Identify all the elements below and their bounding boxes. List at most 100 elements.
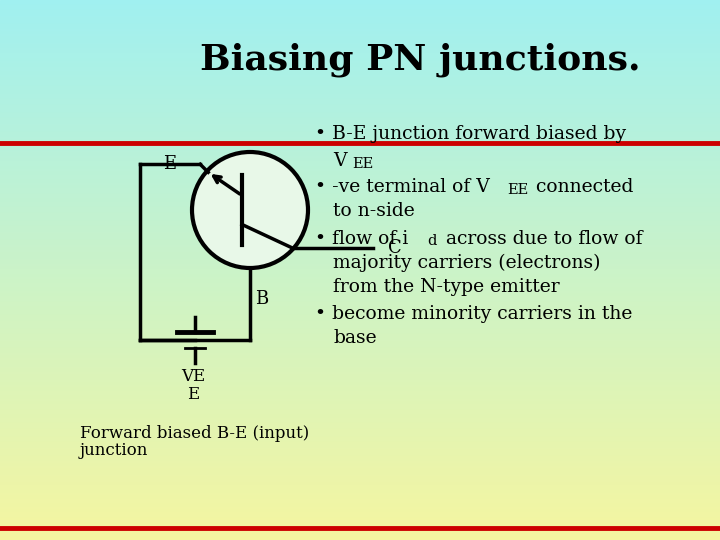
Bar xyxy=(0,176,720,178)
Text: EE: EE xyxy=(352,157,373,171)
Bar xyxy=(0,62,720,65)
Bar xyxy=(0,143,720,146)
Bar xyxy=(0,119,720,122)
Bar xyxy=(0,113,720,116)
Bar xyxy=(0,11,720,14)
Bar xyxy=(0,429,720,432)
Bar xyxy=(0,286,720,289)
Bar xyxy=(0,213,720,216)
Text: VE: VE xyxy=(181,368,205,385)
Text: from the N-type emitter: from the N-type emitter xyxy=(333,278,559,296)
Bar xyxy=(0,364,720,367)
Text: EE: EE xyxy=(507,183,528,197)
Bar xyxy=(0,167,720,170)
Bar xyxy=(0,270,720,273)
Bar xyxy=(0,108,720,111)
Text: V: V xyxy=(333,152,346,170)
Bar xyxy=(0,367,720,370)
Bar xyxy=(0,486,720,489)
Bar xyxy=(0,435,720,437)
Bar xyxy=(0,40,720,43)
Bar xyxy=(0,521,720,524)
Bar xyxy=(0,310,720,313)
Bar xyxy=(0,300,720,302)
Bar xyxy=(0,402,720,405)
Bar xyxy=(0,489,720,491)
Bar xyxy=(0,518,720,521)
Bar xyxy=(0,267,720,270)
Text: to n-side: to n-side xyxy=(333,202,415,220)
Bar xyxy=(0,124,720,127)
Bar xyxy=(0,159,720,162)
Bar xyxy=(0,508,720,510)
Bar xyxy=(0,351,720,354)
Bar xyxy=(0,146,720,148)
Bar xyxy=(0,532,720,535)
Bar xyxy=(0,362,720,364)
Bar xyxy=(0,256,720,259)
Bar xyxy=(0,446,720,448)
Bar xyxy=(0,297,720,300)
Bar xyxy=(0,132,720,135)
Bar xyxy=(0,535,720,537)
Bar xyxy=(0,189,720,192)
Bar xyxy=(0,16,720,19)
Bar xyxy=(0,135,720,138)
Bar xyxy=(0,216,720,219)
Bar xyxy=(0,230,720,232)
Text: • flow of i: • flow of i xyxy=(315,230,408,248)
Bar xyxy=(0,273,720,275)
Bar xyxy=(0,35,720,38)
Text: E: E xyxy=(187,386,199,403)
Bar xyxy=(0,197,720,200)
Bar xyxy=(0,537,720,540)
Bar xyxy=(0,162,720,165)
Bar xyxy=(0,73,720,76)
Bar xyxy=(0,265,720,267)
Bar xyxy=(0,437,720,440)
Bar xyxy=(0,373,720,375)
Bar xyxy=(0,254,720,256)
Bar xyxy=(0,251,720,254)
Bar xyxy=(0,305,720,308)
Bar xyxy=(0,370,720,373)
Bar xyxy=(0,208,720,211)
Bar xyxy=(0,78,720,81)
Bar xyxy=(0,22,720,24)
Bar xyxy=(0,410,720,413)
Bar xyxy=(0,421,720,424)
Bar xyxy=(0,392,720,394)
Bar xyxy=(0,205,720,208)
Bar xyxy=(0,235,720,238)
Bar xyxy=(0,408,720,410)
Bar xyxy=(0,319,720,321)
Bar xyxy=(0,467,720,470)
Bar xyxy=(0,84,720,86)
Bar xyxy=(0,116,720,119)
Bar xyxy=(0,122,720,124)
Bar xyxy=(0,59,720,62)
Bar xyxy=(0,154,720,157)
Bar xyxy=(0,462,720,464)
Bar xyxy=(0,443,720,445)
Bar xyxy=(0,505,720,508)
Bar xyxy=(0,275,720,278)
Bar xyxy=(0,27,720,30)
Bar xyxy=(0,186,720,189)
Bar xyxy=(0,354,720,356)
Bar xyxy=(0,375,720,378)
Bar xyxy=(0,324,720,327)
Bar xyxy=(0,3,720,5)
Bar xyxy=(0,211,720,213)
Bar xyxy=(0,70,720,73)
Bar xyxy=(0,243,720,246)
Bar xyxy=(0,221,720,224)
Bar xyxy=(0,0,720,3)
Bar xyxy=(0,472,720,475)
Text: junction: junction xyxy=(80,442,148,459)
Circle shape xyxy=(192,152,308,268)
Bar xyxy=(0,327,720,329)
Bar xyxy=(0,81,720,84)
Bar xyxy=(0,173,720,176)
Bar xyxy=(0,227,720,229)
